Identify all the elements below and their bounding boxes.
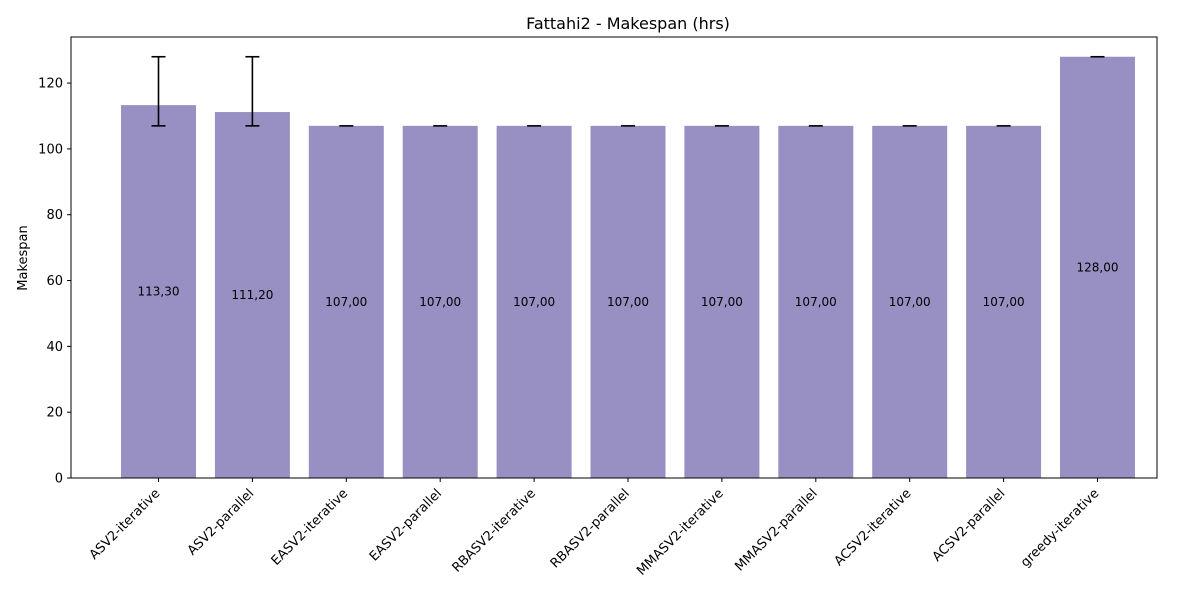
y-tick-label: 100: [38, 142, 63, 157]
data-label: 107,00: [419, 295, 461, 309]
x-tick-label: ASV2-parallel: [185, 486, 257, 558]
y-axis-ticks: 0 20 40 60 80 100 120: [38, 77, 71, 487]
data-label: 107,00: [513, 295, 555, 309]
x-tick-label: RBASV2-iterative: [450, 486, 539, 575]
data-label: 113,30: [138, 285, 180, 299]
x-tick-label: MMASV2-parallel: [732, 486, 820, 574]
chart-title: Fattahi2 - Makespan (hrs): [526, 14, 730, 33]
y-axis-label: Makespan: [16, 225, 31, 290]
y-tick-label: 60: [46, 274, 63, 289]
bar: [496, 125, 572, 478]
x-tick-label: MMASV2-iterative: [634, 486, 727, 579]
value-labels-group: 113,30 111,20 107,00 107,00 107,00 107,00 107,…: [138, 260, 1119, 309]
x-tick-label: EASV2-iterative: [269, 486, 351, 568]
data-label: 107,00: [325, 295, 367, 309]
plot-frame: [70, 36, 1158, 479]
y-tick-label: 0: [55, 472, 63, 487]
bar: [684, 125, 760, 478]
x-tick-label: EASV2-parallel: [367, 486, 445, 564]
x-tick-label: ACSV2-parallel: [930, 486, 1009, 565]
bar: [308, 125, 384, 478]
y-tick-label: 120: [38, 77, 63, 92]
x-tick-label: RBASV2-parallel: [548, 486, 633, 571]
error-bars-group: [151, 55, 1105, 127]
data-label: 107,00: [983, 295, 1025, 309]
data-label: 107,00: [607, 295, 649, 309]
bar: [872, 125, 948, 478]
data-label: 111,20: [231, 288, 273, 302]
bars-group: [121, 56, 1135, 478]
x-tick-label: ASV2-iterative: [87, 486, 164, 563]
x-tick-label: greedy-iterative: [1018, 486, 1102, 570]
bar: [966, 125, 1042, 478]
bar: [121, 105, 196, 478]
data-label: 107,00: [795, 295, 837, 309]
y-tick-label: 40: [46, 340, 63, 355]
bar: [402, 125, 478, 478]
x-tick-label: ACSV2-iterative: [832, 486, 915, 569]
bar: [590, 125, 666, 478]
y-tick-label: 20: [46, 406, 63, 421]
data-label: 107,00: [889, 295, 931, 309]
y-tick-label: 80: [46, 208, 63, 223]
data-label: 128,00: [1077, 260, 1119, 274]
data-label: 107,00: [701, 295, 743, 309]
bar: [778, 125, 854, 478]
bar: [214, 112, 290, 478]
bar: [1060, 56, 1135, 478]
x-axis-ticks: ASV2-iterative ASV2-parallel EASV2-iterati…: [87, 478, 1102, 579]
